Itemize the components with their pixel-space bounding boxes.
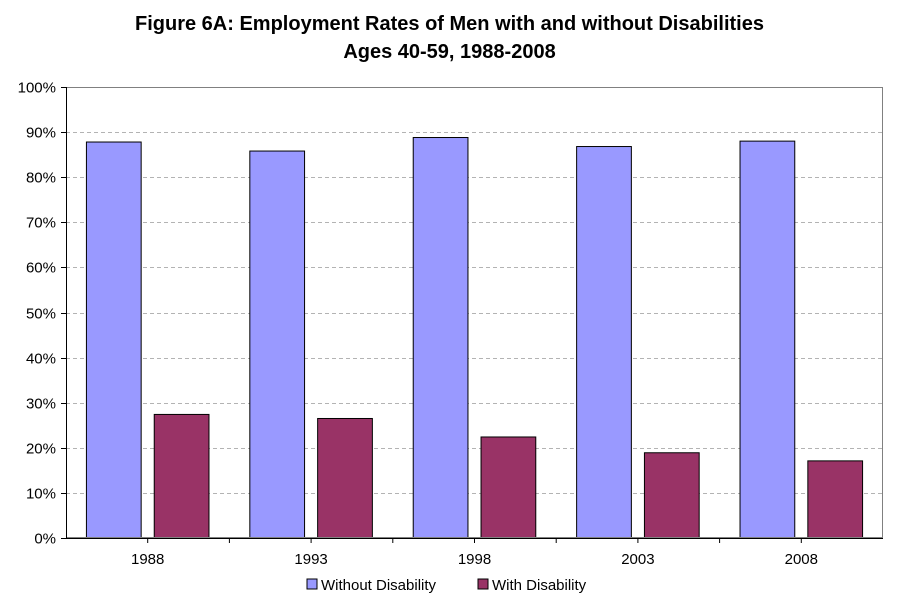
bar [317, 417, 373, 539]
bar [153, 413, 210, 539]
x-tick-label: 1988 [131, 551, 164, 568]
x-tick-label: 2008 [785, 551, 818, 568]
y-tick-label: 10% [26, 486, 56, 503]
chart-title: Figure 6A: Employment Rates of Men with … [0, 10, 899, 66]
y-tick-label: 100% [18, 80, 56, 97]
legend-label: Without Disability [321, 577, 437, 594]
bar [249, 150, 306, 539]
x-tick-label: 2003 [621, 551, 654, 568]
y-tick-label: 40% [26, 351, 56, 368]
x-tick-label: 1998 [458, 551, 491, 568]
y-tick-label: 50% [26, 306, 56, 323]
y-tick-label: 60% [26, 260, 56, 277]
x-tick-label: 1993 [294, 551, 327, 568]
legend: Without Disability With Disability [306, 577, 587, 594]
bar [643, 452, 700, 539]
chart-subtitle-line: Ages 40-59, 1988-2008 [343, 41, 556, 63]
y-tick-label: 90% [26, 125, 56, 142]
bar [576, 146, 632, 539]
y-tick-label: 30% [26, 396, 56, 413]
axes: 0% 10% 20% 30% 40% 50% 60% 70% 80% 90% 100% 1988 199… [18, 80, 883, 568]
bar [412, 137, 469, 539]
bar [85, 141, 142, 539]
bar [807, 460, 864, 539]
y-tick-label: 0% [34, 531, 56, 548]
legend-label: With Disability [492, 577, 587, 594]
chart-title-line: Figure 6A: Employment Rates of Men with … [135, 13, 764, 35]
y-tick-label: 80% [26, 170, 56, 187]
bar [739, 140, 796, 539]
legend-swatch [477, 578, 489, 590]
bar [480, 436, 537, 539]
legend-swatch [306, 578, 318, 590]
y-tick-label: 70% [26, 215, 56, 232]
bars [85, 137, 864, 539]
y-tick-label: 20% [26, 441, 56, 458]
